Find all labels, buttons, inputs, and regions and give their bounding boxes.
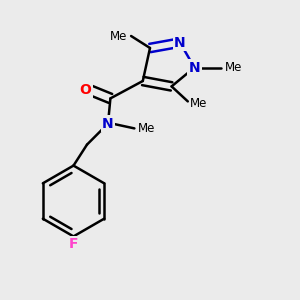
Text: Me: Me: [137, 122, 155, 135]
Text: Me: Me: [110, 29, 128, 43]
Text: Me: Me: [190, 97, 208, 110]
Text: N: N: [102, 117, 114, 130]
Text: N: N: [189, 61, 200, 74]
Text: F: F: [69, 237, 78, 251]
Text: Me: Me: [224, 61, 242, 74]
Text: N: N: [174, 36, 186, 50]
Text: O: O: [80, 83, 92, 97]
